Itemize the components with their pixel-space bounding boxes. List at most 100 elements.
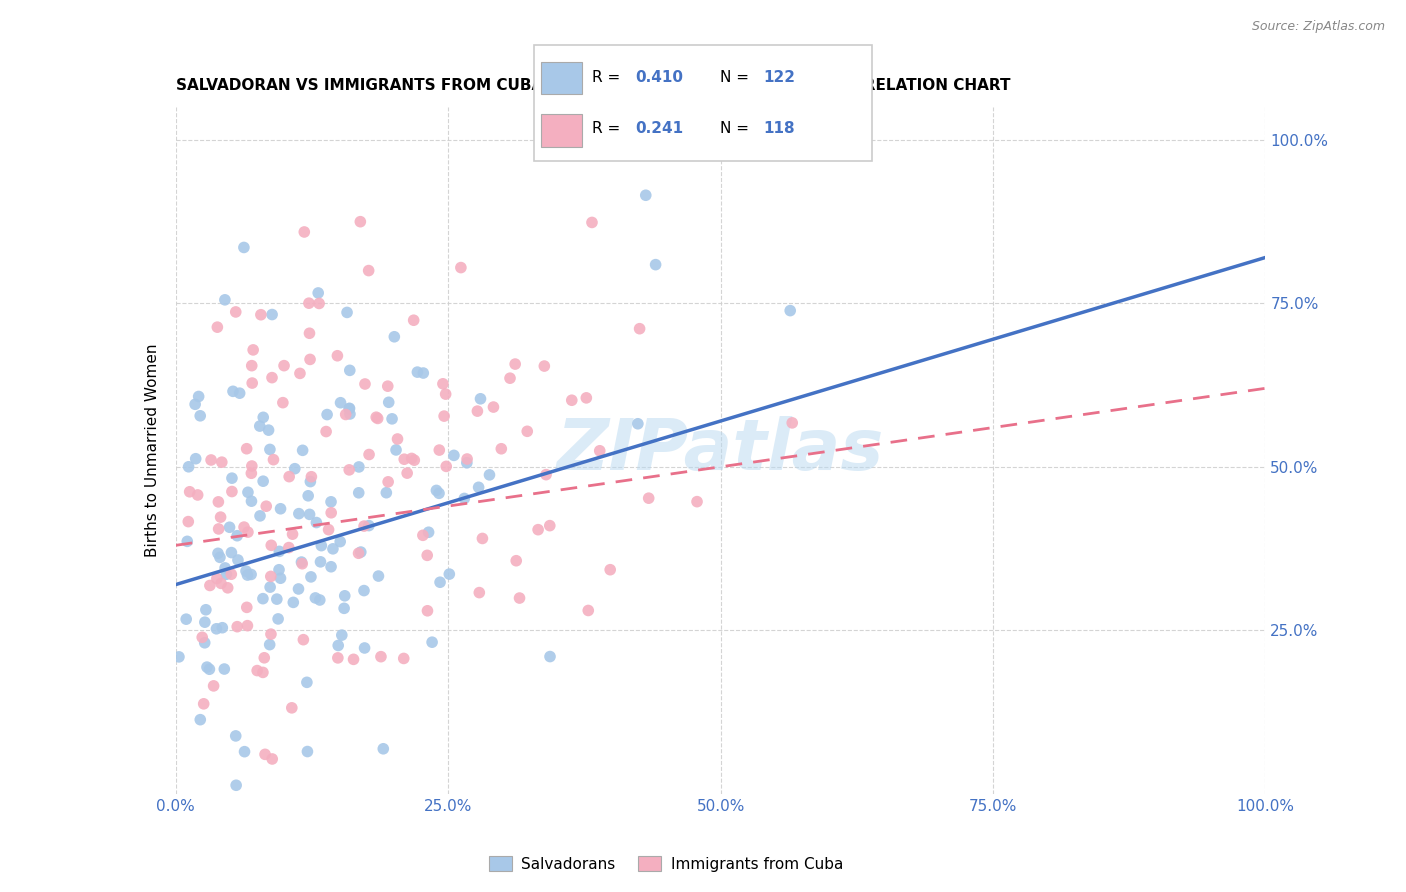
- Point: [429, 575, 451, 590]
- FancyBboxPatch shape: [541, 114, 582, 146]
- Point: [467, 480, 489, 494]
- Point: [401, 451, 423, 466]
- Point: [418, 525, 440, 540]
- Point: [627, 417, 650, 431]
- Point: [634, 188, 657, 202]
- Point: [308, 296, 330, 310]
- Point: [516, 425, 538, 439]
- Point: [288, 507, 311, 521]
- Point: [211, 455, 233, 469]
- Point: [250, 308, 273, 322]
- Point: [370, 649, 392, 664]
- Point: [271, 395, 294, 409]
- Point: [177, 515, 200, 529]
- Point: [193, 697, 215, 711]
- Point: [174, 612, 197, 626]
- Point: [326, 349, 349, 363]
- Point: [207, 522, 229, 536]
- Point: [416, 604, 439, 618]
- Point: [298, 508, 321, 522]
- Point: [576, 603, 599, 617]
- Point: [217, 581, 239, 595]
- Point: [225, 778, 247, 792]
- Point: [222, 384, 245, 399]
- Point: [534, 467, 557, 482]
- Point: [194, 636, 217, 650]
- Y-axis label: Births to Unmarried Women: Births to Unmarried Women: [145, 343, 160, 558]
- Point: [427, 486, 450, 500]
- Point: [503, 357, 526, 371]
- Point: [214, 662, 236, 676]
- Point: [456, 456, 478, 470]
- Point: [561, 393, 583, 408]
- Point: [254, 747, 277, 762]
- Point: [177, 459, 200, 474]
- Point: [311, 539, 333, 553]
- Text: R =: R =: [592, 120, 624, 136]
- Point: [381, 412, 404, 426]
- Point: [194, 615, 217, 630]
- Point: [628, 321, 651, 335]
- Point: [337, 463, 360, 477]
- Point: [339, 407, 361, 421]
- Point: [187, 488, 209, 502]
- Point: [218, 520, 240, 534]
- Point: [467, 404, 489, 418]
- Point: [242, 343, 264, 357]
- Point: [538, 649, 561, 664]
- Point: [221, 471, 243, 485]
- Point: [221, 567, 243, 582]
- Point: [304, 591, 326, 605]
- Point: [420, 635, 443, 649]
- Point: [262, 752, 284, 766]
- Point: [581, 215, 603, 229]
- Point: [367, 411, 389, 425]
- Point: [366, 410, 388, 425]
- Point: [240, 458, 263, 473]
- Point: [434, 459, 457, 474]
- Point: [354, 376, 377, 391]
- Point: [339, 401, 361, 416]
- Point: [377, 395, 399, 409]
- FancyBboxPatch shape: [534, 45, 872, 161]
- Text: 0.241: 0.241: [636, 120, 683, 136]
- Point: [357, 263, 380, 277]
- Point: [392, 651, 415, 665]
- Point: [236, 618, 259, 632]
- Point: [350, 545, 373, 559]
- Point: [329, 395, 352, 409]
- Point: [305, 516, 328, 530]
- Text: N =: N =: [720, 70, 754, 85]
- Point: [505, 554, 527, 568]
- Point: [214, 561, 236, 575]
- Point: [287, 810, 309, 824]
- Point: [260, 538, 283, 552]
- Point: [184, 451, 207, 466]
- Point: [259, 442, 281, 457]
- Point: [433, 409, 456, 423]
- Point: [252, 591, 274, 606]
- Point: [249, 508, 271, 523]
- Point: [287, 582, 309, 596]
- Point: [299, 352, 322, 367]
- Point: [291, 557, 314, 571]
- Point: [478, 467, 501, 482]
- Point: [373, 741, 395, 756]
- Point: [221, 545, 243, 559]
- Point: [299, 469, 322, 483]
- Point: [342, 652, 364, 666]
- Point: [295, 675, 318, 690]
- Point: [453, 491, 475, 506]
- Point: [207, 546, 229, 560]
- Point: [394, 452, 416, 467]
- Point: [253, 650, 276, 665]
- Point: [198, 662, 221, 676]
- Point: [402, 313, 425, 327]
- Point: [225, 729, 247, 743]
- Point: [404, 453, 426, 467]
- Point: [412, 528, 434, 542]
- Point: [238, 828, 260, 842]
- Point: [780, 416, 803, 430]
- Point: [299, 475, 322, 489]
- Point: [589, 443, 612, 458]
